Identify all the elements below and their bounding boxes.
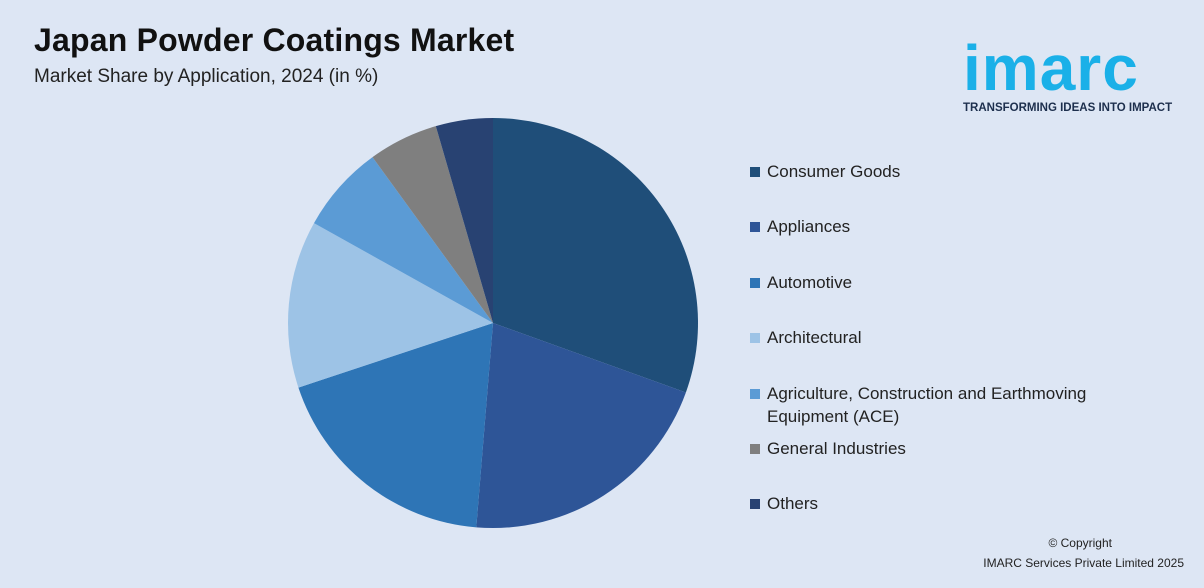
pie-slice-architectural (288, 223, 493, 388)
legend-swatch (750, 167, 760, 177)
legend-label: Automotive (767, 273, 853, 292)
pie-slice-agriculture-construction-and-earthmoving-equipment-ace (313, 157, 493, 323)
pie-slice-general-industries (372, 126, 493, 323)
pie-slice-consumer-goods (493, 118, 698, 393)
legend-label: Appliances (767, 217, 851, 236)
pie-slice-automotive (298, 323, 493, 528)
legend-swatch (750, 333, 760, 343)
legend-swatch (750, 499, 760, 509)
legend-item: Appliances (750, 215, 1147, 238)
legend-swatch (750, 222, 760, 232)
legend-swatch (750, 444, 760, 454)
legend-label: Agriculture, Construction and Earthmovin… (767, 384, 1087, 426)
legend-label: General Industries (767, 439, 906, 458)
chart-subtitle: Market Share by Application, 2024 (in %) (34, 66, 379, 87)
pie-slice-others (435, 118, 493, 323)
imarc-logo: imarc TRANSFORMING IDEAS INTO IMPACT (963, 20, 1195, 120)
legend-item: Agriculture, Construction and Earthmovin… (750, 382, 1147, 428)
copyright-line-1: © Copyright (1048, 536, 1112, 550)
logo-wordmark: imarc (963, 32, 1139, 104)
legend-swatch (750, 389, 760, 399)
legend-item: General Industries (750, 437, 1147, 460)
legend-item: Others (750, 492, 1147, 515)
legend-item: Consumer Goods (750, 160, 1147, 183)
legend-item: Automotive (750, 271, 1147, 294)
copyright-notice: © Copyright IMARC Services Private Limit… (983, 533, 1184, 573)
pie-slice-appliances (476, 323, 686, 528)
legend-label: Others (767, 494, 819, 513)
copyright-line-2: IMARC Services Private Limited 2025 (983, 556, 1184, 570)
legend-item: Architectural (750, 326, 1147, 349)
pie-chart (288, 118, 698, 528)
chart-title: Japan Powder Coatings Market (34, 22, 515, 58)
legend-label: Architectural (767, 328, 862, 347)
legend-label: Consumer Goods (767, 162, 901, 181)
logo-tagline: TRANSFORMING IDEAS INTO IMPACT (963, 102, 1173, 114)
legend-swatch (750, 278, 760, 288)
